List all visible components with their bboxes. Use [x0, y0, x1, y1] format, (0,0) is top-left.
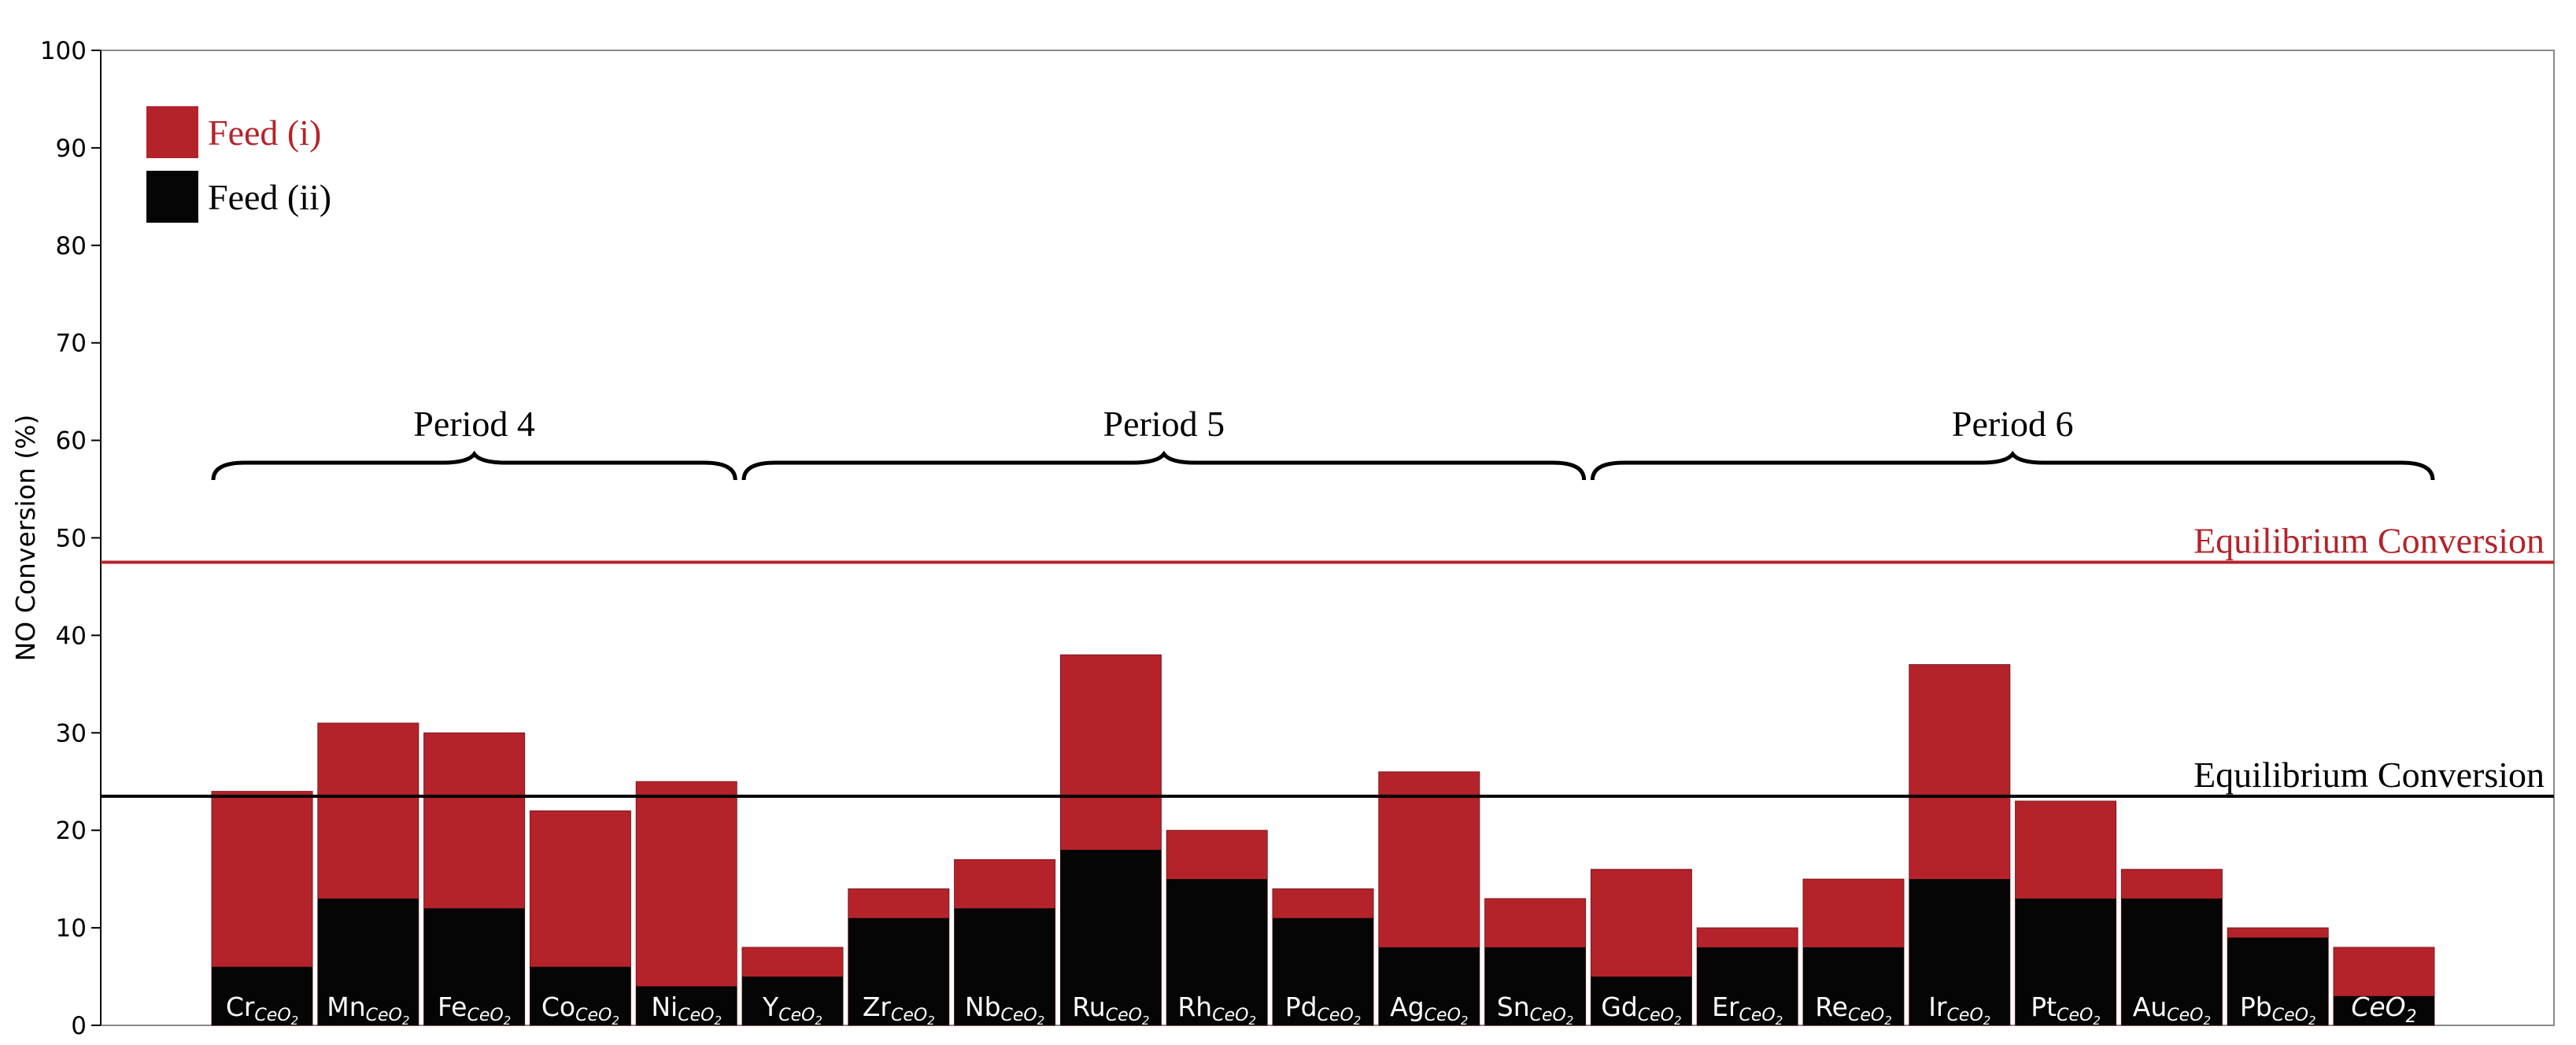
category-label: ErCeO2 — [1712, 991, 1783, 1028]
legend-swatch — [146, 171, 198, 223]
bar-feed-i — [635, 781, 737, 1026]
y-axis-title: NO Conversion (%) — [10, 415, 41, 662]
bar-feed-ii — [317, 898, 419, 1025]
equilibrium-label-feed-i: Equilibrium Conversion — [2193, 520, 2545, 560]
y-tick-label: 0 — [71, 1012, 87, 1040]
bar-feed-ii — [1378, 947, 1480, 1025]
category-labels: CrCeO2 MnCeO2 FeCeO2 CoCeO2 NiCeO2 YCeO2 ZrCeO… — [226, 991, 2417, 1028]
bar-feed-ii — [1591, 977, 1692, 1025]
category-label: PbCeO2 — [2240, 991, 2316, 1028]
y-tick-label: 10 — [56, 914, 87, 943]
y-tick-label: 20 — [56, 817, 87, 845]
period-label: Period 6 — [1952, 404, 2074, 444]
bar-feed-ii — [2015, 898, 2116, 1025]
period-brace — [1590, 450, 2435, 481]
y-tick-label: 30 — [56, 719, 87, 748]
period-groups: Period 4 Period 5 Period 6 — [211, 404, 2435, 481]
legend-label: Feed (ii) — [208, 177, 331, 217]
bar-feed-ii — [1060, 849, 1162, 1025]
category-label: AuCeO2 — [2133, 991, 2211, 1028]
category-label: ZrCeO2 — [863, 991, 935, 1028]
y-tick-label: 70 — [56, 330, 87, 358]
category-label: CrCeO2 — [226, 991, 298, 1028]
category-label: RhCeO2 — [1177, 991, 1256, 1028]
bar-feed-ii — [1803, 947, 1904, 1025]
bar-feed-ii — [530, 966, 631, 1025]
legend: Feed (i) Feed (ii) — [146, 106, 331, 223]
y-tick-label: 40 — [56, 622, 87, 650]
category-label: CoCeO2 — [541, 991, 619, 1028]
category-label: FeCeO2 — [438, 991, 511, 1028]
period-label: Period 5 — [1103, 404, 1225, 444]
bar-feed-ii — [954, 908, 1055, 1025]
y-tick-label: 90 — [56, 135, 87, 163]
category-label: PdCeO2 — [1285, 991, 1362, 1028]
bar-feed-ii — [848, 918, 949, 1025]
series-feed-ii — [212, 849, 2434, 1025]
y-tick-label: 50 — [56, 525, 87, 553]
category-label: IrCeO2 — [1928, 991, 1990, 1028]
category-label: MnCeO2 — [327, 991, 409, 1028]
category-label: NbCeO2 — [965, 991, 1044, 1028]
y-tick-label: 60 — [56, 427, 87, 456]
bar-feed-ii — [636, 986, 737, 1025]
category-label: YCeO2 — [762, 991, 822, 1028]
bar-feed-ii — [1166, 879, 1268, 1025]
legend-label: Feed (i) — [208, 113, 321, 153]
bar-feed-ii — [2227, 937, 2329, 1025]
category-label: AgCeO2 — [1390, 991, 1468, 1028]
bar-feed-ii — [1909, 879, 2010, 1025]
bar-feed-ii — [1273, 918, 1373, 1025]
y-tick-label: 100 — [40, 37, 87, 65]
period-brace — [211, 450, 737, 481]
bar-feed-ii — [1484, 947, 1586, 1025]
reference-lines: Equilibrium Conversion Equilibrium Conver… — [101, 520, 2554, 798]
category-label: PtCeO2 — [2031, 991, 2101, 1028]
bar-feed-ii — [2334, 995, 2434, 1025]
bar-feed-ii — [2121, 898, 2223, 1025]
bar-feed-ii — [212, 966, 312, 1025]
equilibrium-label-feed-ii: Equilibrium Conversion — [2193, 755, 2545, 795]
bar-feed-ii — [423, 908, 525, 1025]
category-label: ReCeO2 — [1815, 991, 1892, 1028]
category-label: NiCeO2 — [651, 991, 722, 1028]
legend-swatch — [146, 106, 198, 158]
category-label: RuCeO2 — [1072, 991, 1149, 1028]
category-label: SnCeO2 — [1497, 991, 1574, 1028]
category-label: GdCeO2 — [1601, 991, 1681, 1028]
y-tick-label: 80 — [56, 232, 87, 260]
category-label: CeO2 — [2351, 991, 2416, 1027]
bar-feed-ii — [742, 977, 843, 1025]
period-label: Period 4 — [413, 404, 535, 444]
bar-feed-ii — [1697, 947, 1798, 1025]
period-brace — [741, 450, 1587, 481]
